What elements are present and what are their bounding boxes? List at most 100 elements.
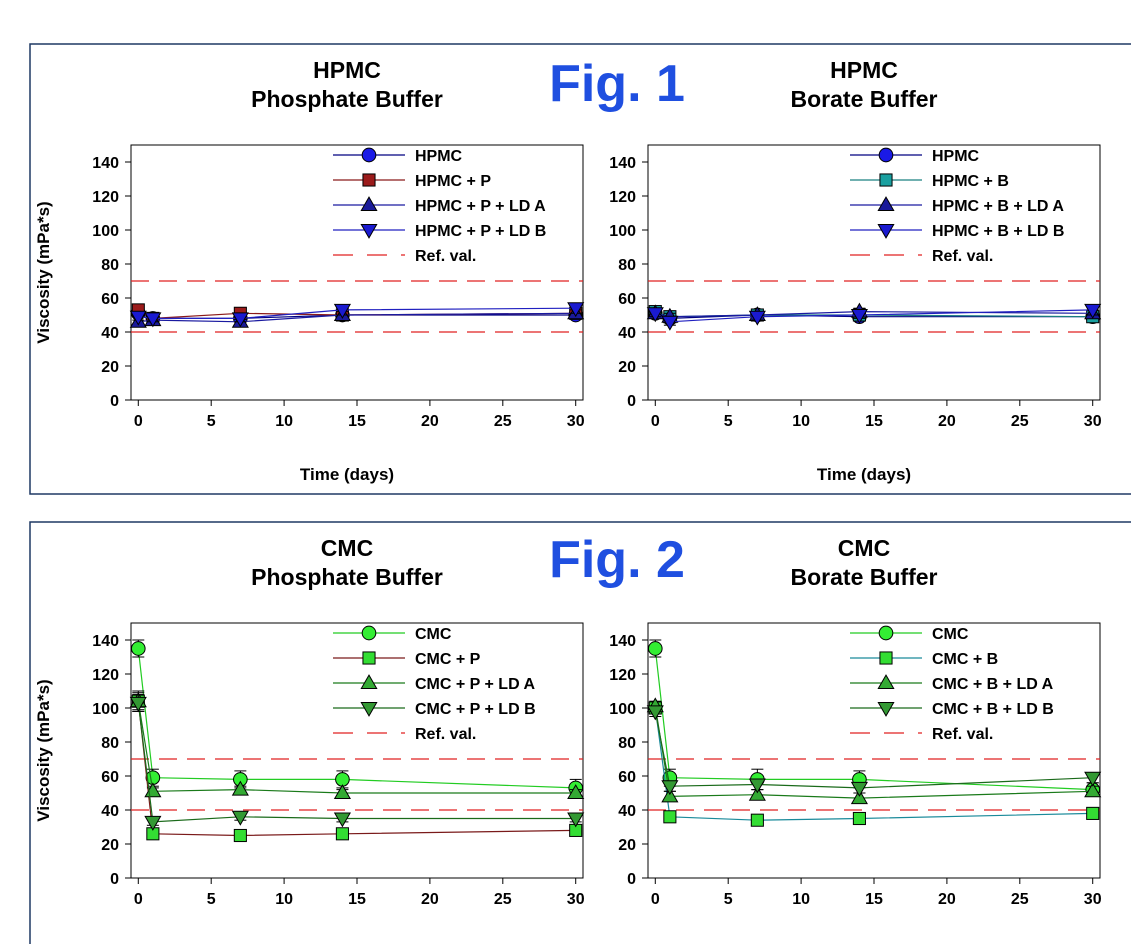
y-tick-label: 140 (92, 633, 119, 650)
legend-label: HPMC + P + LD B (415, 223, 546, 240)
x-axis-label: Time (days) (300, 465, 394, 484)
legend-label: CMC + P + LD B (415, 701, 536, 718)
marker-triangle-down (1084, 303, 1102, 319)
legend-label: HPMC + P (415, 173, 491, 190)
marker-triangle-down (646, 705, 664, 721)
marker-triangle-down (360, 224, 378, 239)
y-tick-label: 0 (627, 871, 636, 888)
series-1 (130, 639, 584, 797)
x-tick-label: 10 (275, 891, 293, 908)
y-tick-label: 100 (92, 223, 119, 240)
x-tick-label: 15 (348, 891, 366, 908)
y-tick-label: 100 (609, 223, 636, 240)
x-tick-label: 20 (421, 891, 439, 908)
y-tick-label: 40 (618, 325, 636, 342)
x-tick-label: 5 (724, 413, 733, 430)
chart-title-line1: HPMC (313, 57, 381, 83)
y-axis-label: Viscosity (mPa*s) (34, 679, 53, 821)
y-tick-label: 60 (618, 291, 636, 308)
x-tick-label: 25 (494, 891, 512, 908)
marker-triangle-down (231, 312, 249, 328)
x-tick-label: 5 (207, 413, 216, 430)
series-line (137, 648, 576, 789)
chart-2: HPMC Borate Buffer 0 20 40 60 80 100 120 140 0 5 10 1… (609, 57, 1101, 484)
y-tick-label: 0 (627, 393, 636, 410)
x-tick-label: 10 (792, 891, 810, 908)
x-tick-label: 0 (651, 891, 660, 908)
plot-frame (130, 144, 584, 401)
marker-triangle-down (850, 309, 868, 324)
legend-label: Ref. val. (932, 726, 993, 743)
marker-circle (647, 641, 663, 656)
x-tick-label: 25 (1011, 891, 1029, 908)
legend-label: HPMC + B + LD A (932, 198, 1064, 215)
legend-label: CMC + B (932, 651, 998, 668)
legend-label: Ref. val. (415, 726, 476, 743)
chart-3: CMC Phosphate Buffer 0 20 40 60 80 100 120 140 0 5 1… (34, 535, 585, 944)
series-4 (129, 302, 585, 328)
x-tick-label: 20 (938, 891, 956, 908)
y-axis-label: Viscosity (mPa*s) (34, 201, 53, 343)
chart-title-line2: Phosphate Buffer (251, 86, 443, 112)
series-4 (129, 693, 585, 831)
marker-circle (878, 147, 894, 163)
series-line (654, 706, 1093, 799)
marker-triangle-down (877, 224, 895, 239)
chart-title-line1: CMC (838, 535, 890, 561)
marker-circle (361, 147, 377, 163)
y-tick-label: 20 (618, 837, 636, 854)
marker-triangle-up (1084, 782, 1102, 798)
plot-frame (647, 144, 1101, 401)
y-tick-label: 40 (101, 325, 119, 342)
y-tick-label: 0 (110, 871, 119, 888)
marker-circle (130, 641, 146, 656)
chart-title-line2: Borate Buffer (791, 564, 938, 590)
figure-label: Fig. 1 (549, 55, 685, 113)
chart-title-line2: Borate Buffer (791, 86, 938, 112)
marker-square (233, 828, 247, 843)
legend-label: CMC (932, 626, 969, 643)
y-tick-label: 80 (101, 257, 119, 274)
figure-panel-border (29, 43, 1131, 495)
y-tick-label: 80 (618, 735, 636, 752)
marker-triangle-down (661, 780, 679, 796)
figure-label: Fig. 2 (549, 531, 685, 589)
y-tick-label: 40 (618, 803, 636, 820)
x-tick-label: 30 (567, 891, 585, 908)
marker-triangle-down (231, 810, 249, 826)
legend: CMC CMC + P CMC + P + LD A CMC + P + LD B Re… (333, 625, 536, 743)
series-2 (648, 701, 1100, 827)
y-tick-label: 100 (92, 701, 119, 718)
marker-triangle-down (1084, 771, 1102, 787)
series-4 (646, 303, 1102, 331)
x-tick-label: 30 (1084, 891, 1102, 908)
marker-triangle-down (850, 781, 868, 797)
marker-triangle-down (360, 702, 378, 717)
legend: CMC CMC + B CMC + B + LD A CMC + B + LD B Re… (850, 625, 1054, 743)
x-tick-label: 30 (1084, 413, 1102, 430)
marker-triangle-down (129, 696, 147, 712)
y-tick-label: 120 (92, 189, 119, 206)
chart-4: CMC Borate Buffer 0 20 40 60 80 100 120 140 0 5 10 15… (609, 535, 1101, 944)
x-tick-label: 15 (865, 891, 883, 908)
marker-triangle-down (333, 303, 351, 319)
series-4 (646, 705, 1102, 797)
marker-square (750, 813, 764, 827)
marker-triangle-down (144, 815, 162, 831)
x-tick-label: 30 (567, 413, 585, 430)
y-tick-label: 0 (110, 393, 119, 410)
marker-square (663, 810, 677, 824)
chart-1: HPMC Phosphate Buffer 0 20 40 60 80 100 120 140 0 5… (34, 57, 585, 484)
series-1 (647, 639, 1101, 797)
chart-title-line1: HPMC (830, 57, 898, 83)
marker-square (335, 827, 349, 841)
x-tick-label: 0 (134, 413, 143, 430)
marker-triangle-up (877, 196, 895, 211)
marker-square (879, 651, 893, 665)
marker-triangle-down (661, 315, 679, 331)
y-tick-label: 120 (609, 667, 636, 684)
legend-label: CMC + P (415, 651, 481, 668)
marker-triangle-down (646, 307, 664, 323)
marker-square (1086, 806, 1100, 820)
marker-triangle-down (748, 778, 766, 794)
